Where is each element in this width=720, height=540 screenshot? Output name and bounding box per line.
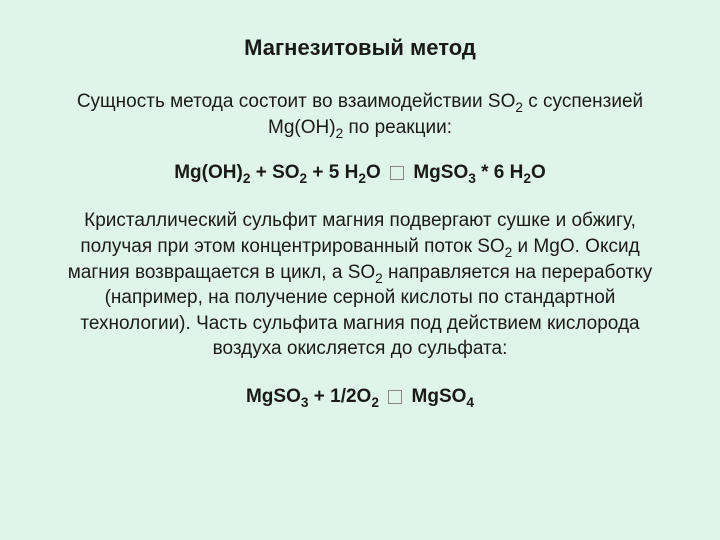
subscript: 2: [375, 270, 383, 285]
subscript: 2: [523, 171, 531, 186]
eq-text: + 1/2O: [308, 386, 371, 407]
arrow-placeholder-icon: [390, 166, 404, 180]
eq-text: + 5 H: [307, 162, 358, 183]
intro-paragraph: Сущность метода состоит во взаимодействи…: [50, 89, 670, 140]
eq-text: [379, 386, 384, 407]
subscript: 4: [466, 395, 474, 410]
eq-text: MgSO: [406, 386, 466, 407]
intro-text-1: Сущность метода состоит во взаимодействи…: [77, 91, 516, 112]
subscript: 2: [300, 171, 308, 186]
eq-text: MgSO: [408, 162, 468, 183]
arrow-placeholder-icon: [388, 390, 402, 404]
body-paragraph: Кристаллический сульфит магния подвергаю…: [50, 208, 670, 362]
equation-2: MgSO3 + 1/2O2 MgSO4: [50, 386, 670, 408]
subscript: 2: [358, 171, 366, 186]
page-title: Магнезитовый метод: [50, 35, 670, 61]
subscript: 2: [371, 395, 379, 410]
eq-text: MgSO: [246, 386, 301, 407]
intro-text-3: по реакции:: [343, 117, 452, 138]
subscript: 3: [468, 171, 476, 186]
eq-text: O: [366, 162, 386, 183]
eq-text: Mg(OH): [174, 162, 243, 183]
eq-text: O: [531, 162, 546, 183]
eq-text: * 6 H: [476, 162, 524, 183]
equation-1: Mg(OH)2 + SO2 + 5 H2O MgSO3 * 6 H2O: [50, 162, 670, 184]
subscript: 2: [515, 100, 523, 115]
eq-text: + SO: [250, 162, 299, 183]
